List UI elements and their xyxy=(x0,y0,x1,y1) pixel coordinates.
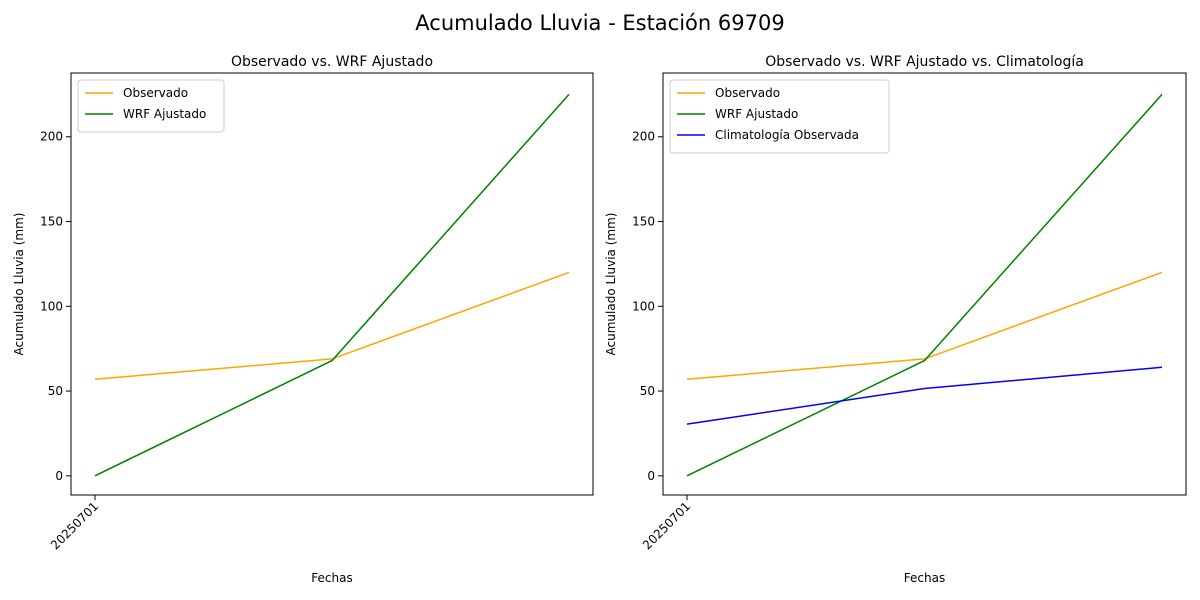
y-tick-label: 200 xyxy=(632,130,655,144)
y-tick-label: 150 xyxy=(632,215,655,229)
legend-label: Observado xyxy=(715,86,780,100)
series-line-1 xyxy=(686,271,1163,380)
y-tick-label: 100 xyxy=(40,299,63,313)
series-line-2 xyxy=(686,93,1163,477)
y-axis-label: Acumulado Lluvia (mm) xyxy=(604,213,618,356)
x-axis-label: Fechas xyxy=(904,571,945,585)
chart-title: Observado vs. WRF Ajustado vs. Climatolo… xyxy=(765,54,1084,70)
legend-label: Climatología Observada xyxy=(715,128,859,142)
axes-frame xyxy=(662,72,1187,496)
y-tick-label: 0 xyxy=(647,469,655,483)
series-line-2 xyxy=(94,93,570,477)
legend-label: Observado xyxy=(123,86,188,100)
legend-box xyxy=(77,79,225,133)
x-axis-label: Fechas xyxy=(311,571,352,585)
y-tick-label: 50 xyxy=(48,384,63,398)
figure-title: Acumulado Lluvia - Estación 69709 xyxy=(415,11,784,35)
axes-frame xyxy=(70,72,594,496)
y-tick-label: 200 xyxy=(40,130,63,144)
y-tick-label: 50 xyxy=(640,384,655,398)
series-line-3 xyxy=(686,366,1163,425)
chart-title: Observado vs. WRF Ajustado xyxy=(231,54,433,70)
y-tick-label: 150 xyxy=(40,215,63,229)
legend-box xyxy=(669,79,890,154)
y-tick-label: 100 xyxy=(632,299,655,313)
y-tick-label: 0 xyxy=(55,469,63,483)
legend-label: WRF Ajustado xyxy=(123,107,206,121)
legend-label: WRF Ajustado xyxy=(715,107,798,121)
series-line-1 xyxy=(94,271,570,380)
y-axis-label: Acumulado Lluvia (mm) xyxy=(12,213,26,356)
chart-panel-1: Observado vs. WRF Ajustado05010015020020… xyxy=(12,54,594,585)
